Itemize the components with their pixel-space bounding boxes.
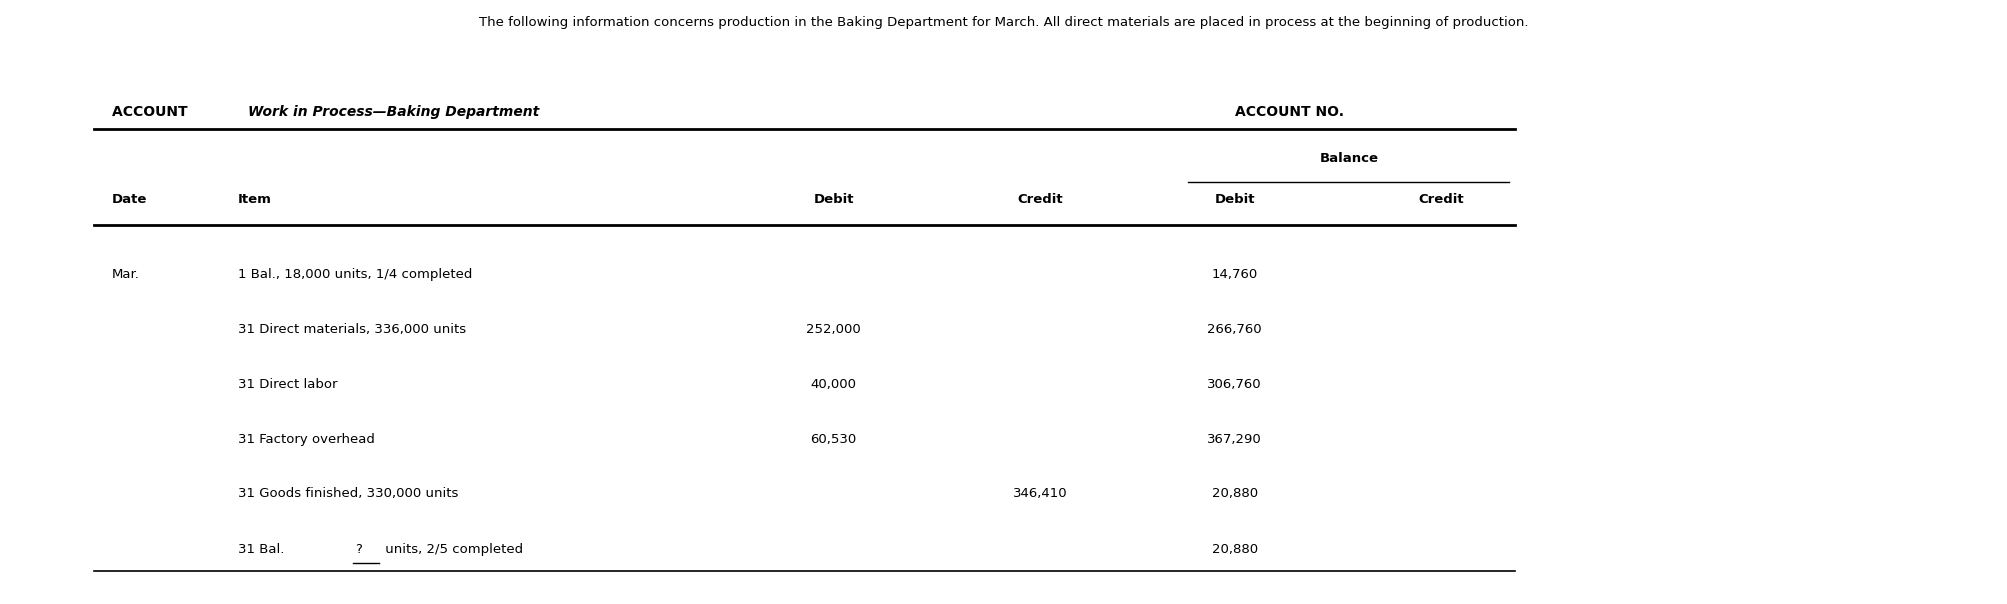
Text: The following information concerns production in the Baking Department for March: The following information concerns produ… xyxy=(480,16,1527,30)
Text: 1 Bal., 18,000 units, 1/4 completed: 1 Bal., 18,000 units, 1/4 completed xyxy=(239,268,472,281)
Text: Credit: Credit xyxy=(1018,193,1062,206)
Text: Balance: Balance xyxy=(1319,152,1377,165)
Text: Mar.: Mar. xyxy=(112,268,138,281)
Text: Debit: Debit xyxy=(813,193,853,206)
Text: ACCOUNT NO.: ACCOUNT NO. xyxy=(1234,104,1343,118)
Text: 31 Direct labor: 31 Direct labor xyxy=(239,378,337,391)
Text: 20,880: 20,880 xyxy=(1210,543,1256,556)
Text: 306,760: 306,760 xyxy=(1206,378,1260,391)
Text: 20,880: 20,880 xyxy=(1210,487,1256,500)
Text: 31 Bal.: 31 Bal. xyxy=(239,543,289,556)
Text: units, 2/5 completed: units, 2/5 completed xyxy=(381,543,524,556)
Text: 367,290: 367,290 xyxy=(1206,432,1260,446)
Text: ?: ? xyxy=(355,543,361,556)
Text: 252,000: 252,000 xyxy=(805,323,861,336)
Text: ACCOUNT: ACCOUNT xyxy=(112,104,193,118)
Text: 346,410: 346,410 xyxy=(1012,487,1068,500)
Text: 40,000: 40,000 xyxy=(811,378,857,391)
Text: 266,760: 266,760 xyxy=(1206,323,1260,336)
Text: 31 Goods finished, 330,000 units: 31 Goods finished, 330,000 units xyxy=(239,487,458,500)
Text: Credit: Credit xyxy=(1417,193,1463,206)
Text: Debit: Debit xyxy=(1214,193,1254,206)
Text: 31 Factory overhead: 31 Factory overhead xyxy=(239,432,375,446)
Text: 60,530: 60,530 xyxy=(811,432,857,446)
Text: Work in Process—Baking Department: Work in Process—Baking Department xyxy=(249,104,540,118)
Text: Date: Date xyxy=(112,193,147,206)
Text: 14,760: 14,760 xyxy=(1210,268,1256,281)
Text: Item: Item xyxy=(239,193,271,206)
Text: 31 Direct materials, 336,000 units: 31 Direct materials, 336,000 units xyxy=(239,323,466,336)
